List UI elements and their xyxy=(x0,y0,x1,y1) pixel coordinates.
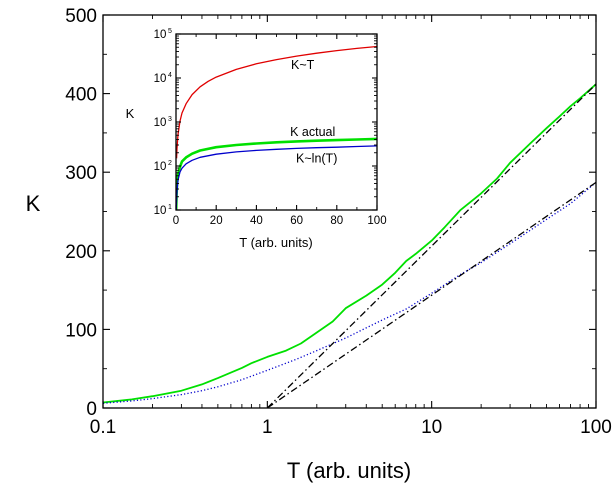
main-series-line-0 xyxy=(102,83,597,404)
inset-series-line-2 xyxy=(176,145,377,210)
main-y-tick-label: 500 xyxy=(65,6,97,27)
main-series-line-1 xyxy=(102,181,597,404)
inset-y-tick-exponent: 2 xyxy=(168,160,172,167)
inset-y-tick-label: 10 xyxy=(154,117,167,129)
inset-x-axis-title: T (arb. units) xyxy=(239,235,312,250)
inset-x-tick-label: 20 xyxy=(210,215,223,227)
inset-x-tick-label: 60 xyxy=(290,215,303,227)
main-x-tick-label: 10 xyxy=(421,417,442,438)
inset-annotation-0: K~T xyxy=(291,58,315,72)
inset-background xyxy=(176,34,377,210)
main-y-tick-label: 300 xyxy=(65,163,97,184)
inset-y-tick-label: 10 xyxy=(154,161,167,173)
inset-annotation-1: K actual xyxy=(290,125,335,139)
inset-y-tick-exponent: 3 xyxy=(168,116,172,123)
main-series-layer xyxy=(102,83,597,409)
main-x-axis-title: T (arb. units) xyxy=(287,458,411,483)
inset-y-axis-title: K xyxy=(126,106,135,121)
inset-y-tick-label: 10 xyxy=(154,205,167,217)
main-x-tick-label: 100 xyxy=(580,417,612,438)
inset-x-tick-label: 100 xyxy=(367,215,386,227)
main-y-tick-label: 400 xyxy=(65,85,97,106)
main-x-tick-label: 0.1 xyxy=(90,417,116,438)
main-y-tick-label: 0 xyxy=(86,399,97,420)
inset-annotations: K~T K actual K~ln(T) xyxy=(290,58,337,165)
inset-x-tick-label: 40 xyxy=(250,215,263,227)
main-y-tick-label: 200 xyxy=(65,242,97,263)
main-y-tick-label: 100 xyxy=(65,320,97,341)
inset-series-line-0 xyxy=(176,45,377,159)
inset-x-tick-label: 0 xyxy=(173,215,179,227)
inset-y-tick-exponent: 5 xyxy=(168,28,172,35)
inset-x-tick-label: 80 xyxy=(330,215,343,227)
main-series-line-2 xyxy=(266,181,597,409)
main-x-tick-label: 1 xyxy=(262,417,273,438)
inset-y-tick-exponent: 1 xyxy=(168,204,172,211)
main-y-axis-title: K xyxy=(26,191,41,216)
inset-annotation-2: K~ln(T) xyxy=(296,152,337,166)
inset-y-tick-label: 10 xyxy=(154,73,167,85)
inset-y-tick-label: 10 xyxy=(154,29,167,41)
inset-y-tick-exponent: 4 xyxy=(168,72,172,79)
main-series-line-3 xyxy=(266,83,597,409)
